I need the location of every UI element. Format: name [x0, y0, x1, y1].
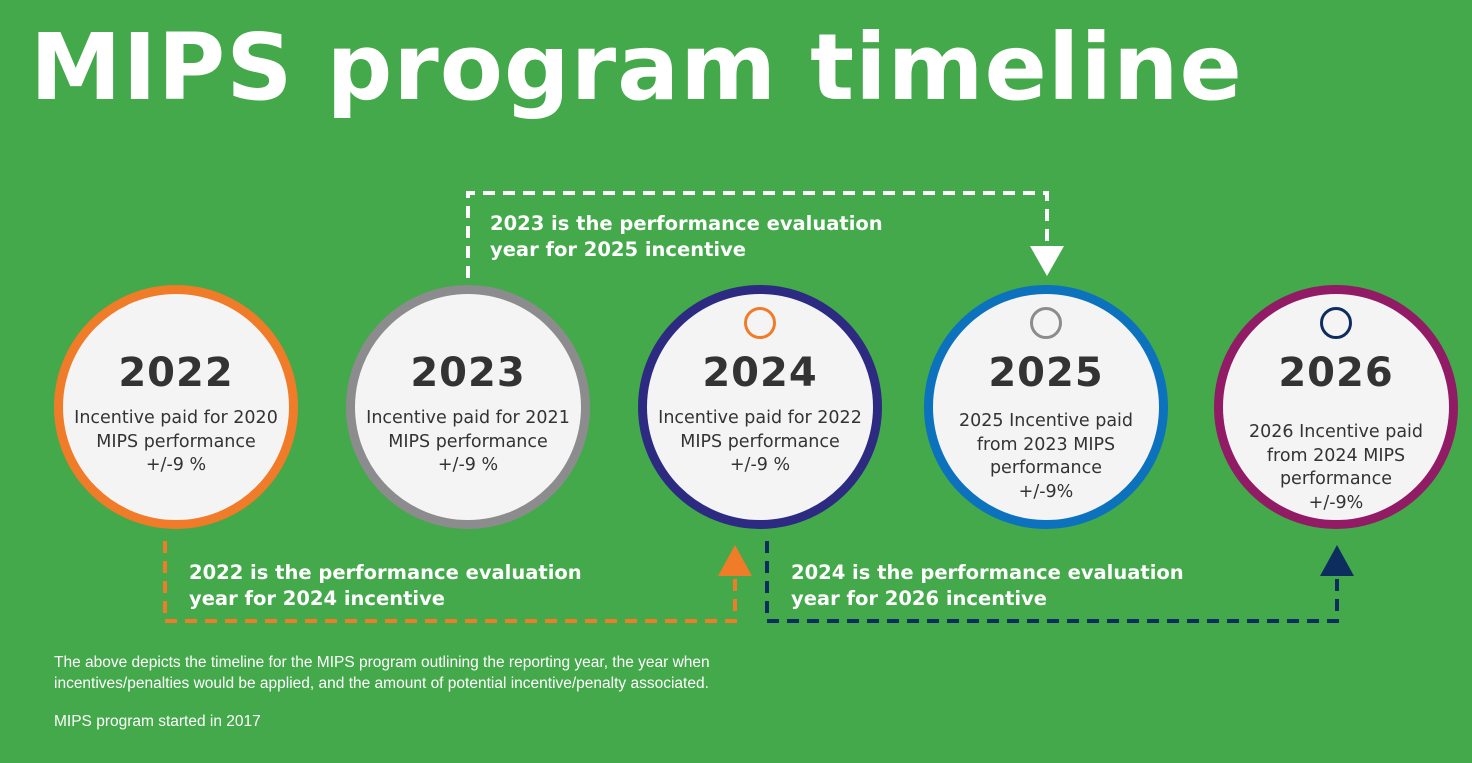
connector-2022-to-2024: [163, 541, 752, 623]
ring-marker-icon: [744, 307, 776, 339]
timeline-node-2022: 2022 Incentive paid for 2020 MIPS perfor…: [54, 285, 298, 529]
connector-2024-to-2026: [765, 541, 1354, 623]
node-description: Incentive paid for 2021 MIPS performance…: [366, 408, 570, 475]
arrow-up-icon: [718, 545, 752, 576]
ring-marker-icon: [1320, 307, 1352, 339]
footer-started-note: MIPS program started in 2017: [54, 713, 261, 730]
arrow-up-icon: [1320, 545, 1354, 576]
arrow-down-icon: [1030, 246, 1064, 276]
timeline-node-2026: 2026 2026 Incentive paid from 2024 MIPS …: [1214, 285, 1458, 529]
year-label: 2024: [702, 350, 818, 396]
footer-description: The above depicts the timeline for the M…: [54, 654, 710, 692]
ring-marker-icon: [1030, 307, 1062, 339]
note-2024-evaluation: 2024 is the performance evaluation year …: [791, 561, 1184, 610]
timeline-node-2023: 2023 Incentive paid for 2021 MIPS perfor…: [346, 285, 590, 529]
node-description: 2026 Incentive paid from 2024 MIPS perfo…: [1248, 422, 1424, 513]
connector-2023-to-2025: [466, 191, 1064, 278]
note-2022-evaluation: 2022 is the performance evaluation year …: [189, 561, 582, 610]
note-2023-evaluation: 2023 is the performance evaluation year …: [490, 212, 883, 261]
node-description: Incentive paid for 2020 MIPS performance…: [74, 408, 278, 475]
page-title: MIPS program timeline: [30, 14, 1243, 121]
timeline-node-2025: 2025 2025 Incentive paid from 2023 MIPS …: [924, 285, 1168, 529]
year-label: 2026: [1278, 350, 1394, 396]
node-description: 2025 Incentive paid from 2023 MIPS perfo…: [958, 411, 1134, 502]
timeline-node-2024: 2024 Incentive paid for 2022 MIPS perfor…: [638, 285, 882, 529]
year-label: 2022: [118, 350, 234, 396]
node-description: Incentive paid for 2022 MIPS performance…: [658, 408, 862, 475]
year-label: 2025: [988, 350, 1104, 396]
year-label: 2023: [410, 350, 526, 396]
